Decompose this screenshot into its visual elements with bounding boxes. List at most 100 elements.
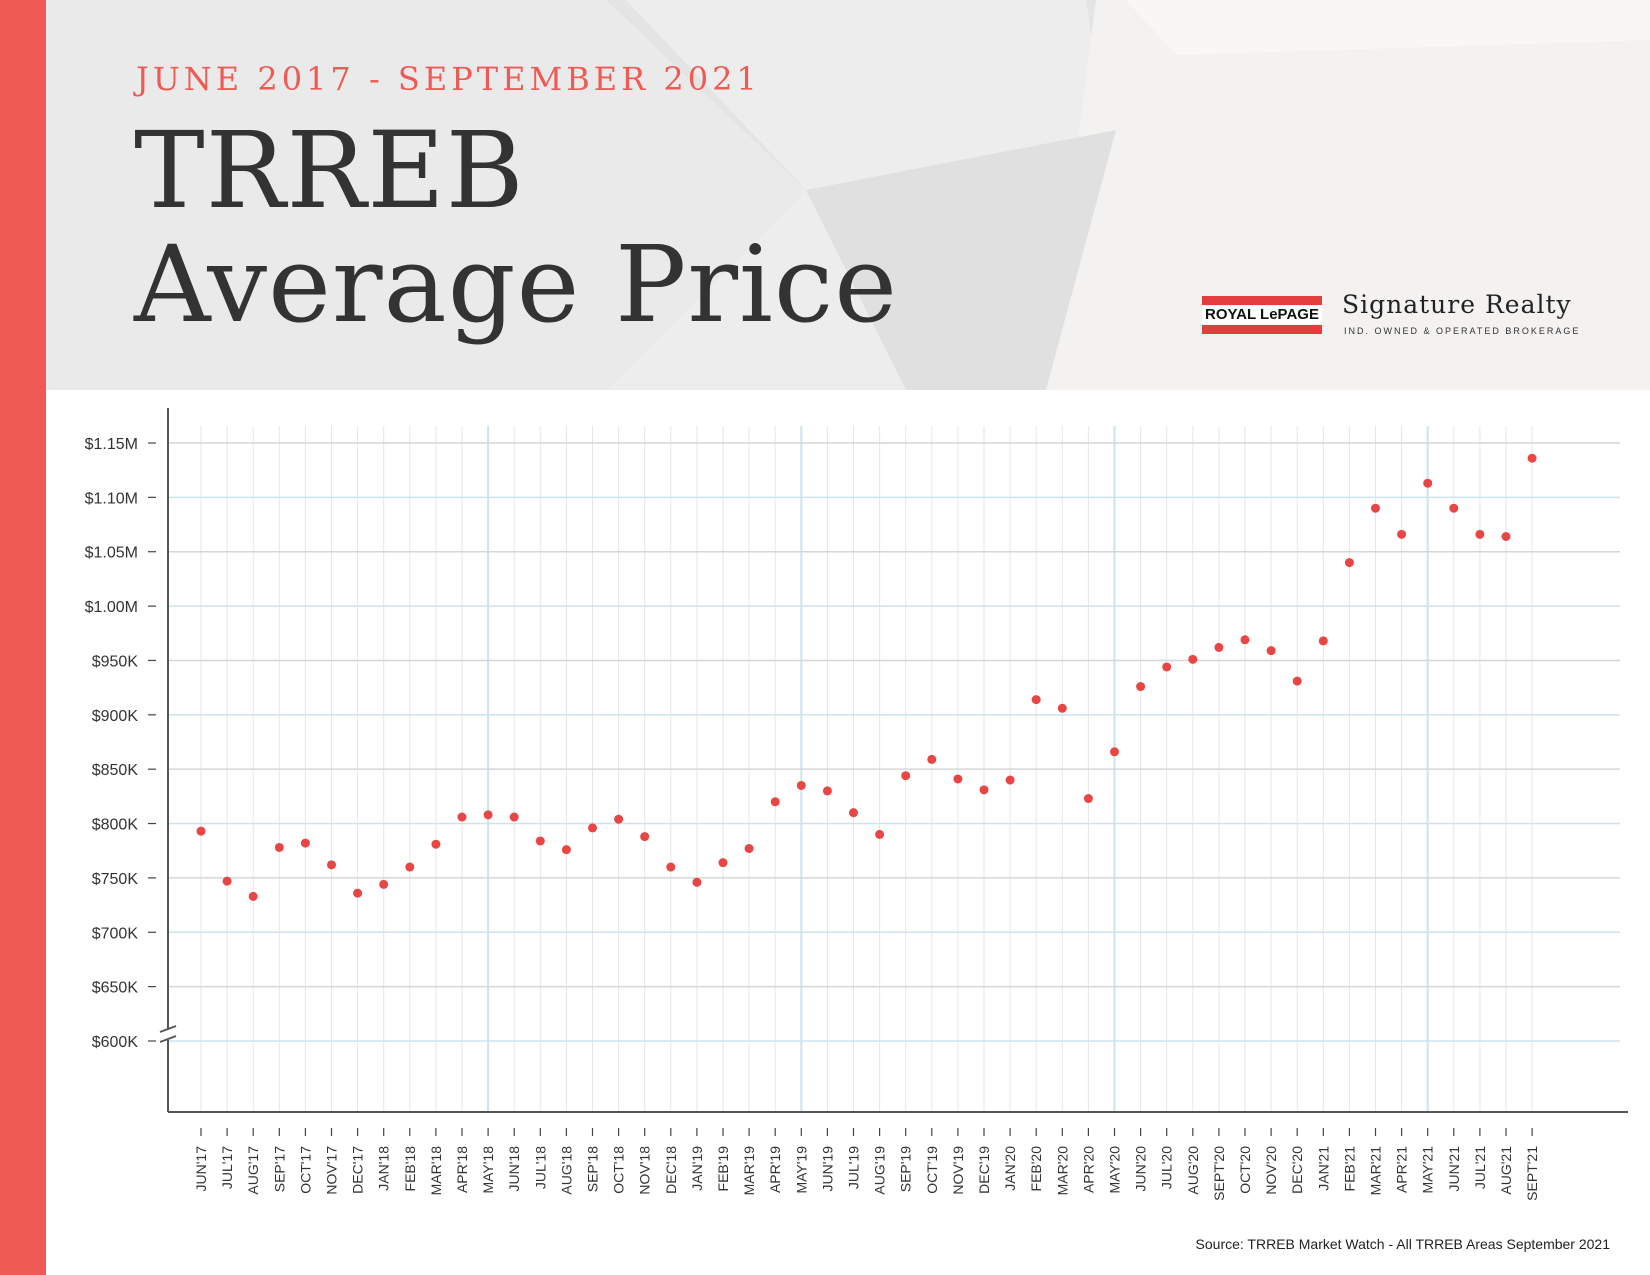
y-tick-label: $800K [92, 817, 139, 834]
data-point [509, 812, 519, 822]
x-tick-label: JUN'19 [819, 1146, 835, 1192]
x-tick-label: MAR'20 [1054, 1146, 1070, 1196]
x-tick-label: JUN'21 [1446, 1146, 1462, 1192]
y-tick-label: $900K [92, 708, 139, 725]
x-tick-label: FEB'20 [1028, 1146, 1044, 1192]
x-tick-label: NOV'17 [324, 1146, 340, 1195]
y-tick-label: $600K [92, 1034, 139, 1051]
royal-lepage-mark-text: ROYAL LePAGE [1202, 306, 1322, 324]
accent-side-bar [0, 0, 46, 1275]
x-tick-label: JAN'19 [689, 1146, 705, 1191]
x-tick-label: JAN'21 [1315, 1146, 1331, 1191]
data-point [718, 858, 728, 868]
data-point [770, 797, 780, 807]
data-points [196, 453, 1537, 901]
x-tick-label: JUL'19 [846, 1146, 862, 1189]
x-tick-label: SEP'19 [898, 1146, 914, 1192]
x-tick-label: DEC'20 [1289, 1146, 1305, 1194]
data-point [1240, 635, 1250, 645]
x-tick-label: NOV'20 [1263, 1146, 1279, 1195]
source-note: Source: TRREB Market Watch - All TRREB A… [1195, 1236, 1610, 1252]
data-point [457, 812, 467, 822]
x-tick-label: OCT'20 [1237, 1146, 1253, 1194]
x-tick-label: FEB'19 [715, 1146, 731, 1192]
royal-lepage-mark: ROYAL LePAGE [1202, 296, 1322, 334]
data-point [1162, 662, 1172, 672]
data-point [248, 891, 258, 901]
page-title-line-1: TRREB [134, 109, 525, 232]
data-point [1057, 703, 1067, 713]
data-point [1292, 676, 1302, 686]
x-tick-label: JUL'18 [532, 1146, 548, 1189]
axis-break-mark [159, 1035, 177, 1043]
data-point [561, 845, 571, 855]
data-point [588, 823, 597, 833]
y-tick-label: $1.05M [85, 545, 138, 562]
x-tick-label: AUG'20 [1185, 1146, 1201, 1195]
data-point [1449, 503, 1459, 513]
data-point [979, 785, 989, 795]
x-tick-label: AUG'21 [1498, 1146, 1514, 1195]
x-axis-ticks: JUN'17 JUL'17 AUG'17 SEP'17 OCT'17 NOV'17 DEC'… [193, 1128, 1540, 1201]
data-point [666, 862, 676, 872]
date-range-subtitle: JUNE 2017 - SEPTEMBER 2021 [136, 60, 761, 98]
data-point [483, 810, 493, 820]
x-tick-label: AUG'17 [245, 1146, 261, 1195]
data-point [379, 879, 389, 889]
x-tick-label: JUN'20 [1133, 1146, 1149, 1192]
data-point [1136, 682, 1146, 692]
data-point [1005, 775, 1015, 785]
data-point [1371, 503, 1380, 513]
data-point [405, 862, 415, 872]
data-point [1188, 654, 1198, 664]
header-background-shapes [46, 0, 1650, 390]
x-tick-label: JAN'18 [376, 1146, 392, 1191]
data-point [901, 771, 911, 781]
page-title-line-2: Average Price [134, 223, 899, 346]
brokerage-tagline: IND. OWNED & OPERATED BROKERAGE [1344, 326, 1581, 336]
x-tick-label: SEP'18 [585, 1146, 601, 1192]
data-point [692, 877, 702, 887]
data-point [196, 826, 206, 836]
data-point [1344, 558, 1354, 568]
y-tick-label: $750K [92, 871, 139, 888]
x-tick-label: FEB'21 [1341, 1146, 1357, 1192]
data-point [1083, 794, 1093, 804]
x-tick-label: SEPT'21 [1524, 1146, 1540, 1201]
x-tick-label: AUG'19 [872, 1146, 888, 1195]
x-tick-label: MAY'21 [1420, 1146, 1436, 1194]
data-point [327, 860, 336, 870]
chart-grid [168, 426, 1620, 1112]
x-tick-label: APR'21 [1394, 1146, 1410, 1193]
x-tick-label: SEP'17 [271, 1146, 287, 1192]
data-point [822, 786, 832, 796]
data-point [1318, 636, 1328, 646]
axis-break-mark [159, 1025, 177, 1033]
x-tick-label: JUL'21 [1472, 1146, 1488, 1189]
data-point [535, 836, 545, 846]
y-tick-label: $1.15M [85, 436, 138, 453]
x-tick-label: NOV'18 [637, 1146, 653, 1195]
brokerage-logo: ROYAL LePAGE Signature Realty IND. OWNED… [1202, 290, 1592, 340]
data-point [353, 888, 363, 898]
average-price-chart: $1.15M $1.10M $1.05M $1.00M $950K $900K $850K $… [85, 408, 1628, 1201]
y-tick-label: $850K [92, 762, 139, 779]
data-point [274, 842, 284, 852]
data-point [875, 829, 885, 839]
brokerage-name: Signature Realty [1342, 290, 1572, 319]
x-tick-label: DEC'18 [663, 1146, 679, 1194]
data-point [1423, 478, 1433, 488]
header-banner: JUNE 2017 - SEPTEMBER 2021 TRREB Average… [46, 0, 1650, 390]
x-tick-label: NOV'19 [950, 1146, 966, 1195]
x-tick-label: JAN'20 [1002, 1146, 1018, 1191]
data-point [431, 839, 441, 849]
x-tick-label: MAR'18 [428, 1146, 444, 1196]
y-tick-label: $1.10M [85, 490, 138, 507]
x-tick-label: OCT'19 [924, 1146, 940, 1194]
data-point [1527, 453, 1537, 463]
data-point [1397, 529, 1407, 539]
x-tick-label: AUG'18 [558, 1146, 574, 1195]
x-tick-label: MAY'19 [793, 1146, 809, 1194]
data-point [640, 832, 650, 842]
data-point [849, 808, 858, 818]
